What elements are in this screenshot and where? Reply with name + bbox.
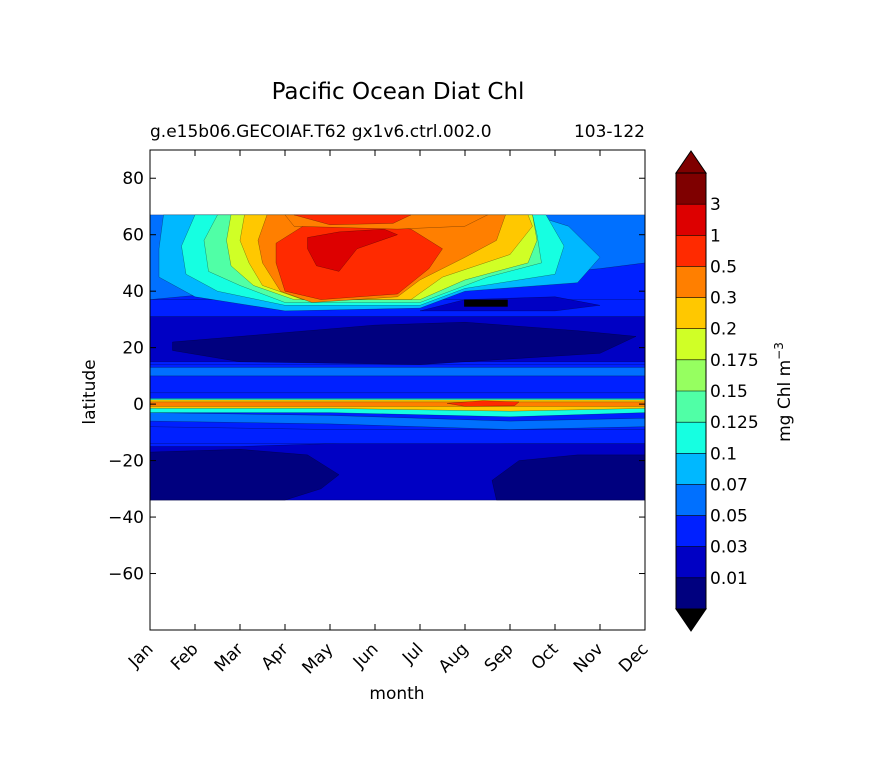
x-tick-label: Jan (124, 639, 157, 672)
contour-south-gyre-east (491, 454, 645, 501)
colorbar-tick-label: 1 (710, 226, 721, 246)
colorbar-tick-label: 3 (710, 195, 721, 215)
colorbar-tick-label: 0.15 (710, 382, 748, 402)
x-tick-label: Mar (211, 639, 248, 676)
colorbar-tick-label: 0.125 (710, 413, 759, 433)
y-tick-label: 80 (122, 169, 144, 189)
colorbar-bin (676, 422, 706, 454)
colorbar-tick-label: 0.1 (710, 444, 737, 464)
contour-south-edge (150, 412, 645, 430)
y-tick-label: 40 (122, 282, 144, 302)
y-axis-label: latitude (80, 359, 100, 424)
contour-north-peak (307, 228, 399, 272)
contour-north-trop-belt (150, 367, 645, 377)
colorbar: 0.01 0.03 0.05 0.07 0.1 0.125 0.15 0.175 0.2 0.3 0… (675, 150, 759, 632)
colorbar-bin (676, 484, 706, 516)
colorbar-bin (676, 204, 706, 236)
colorbar-bin (676, 173, 706, 205)
colorbar-extend-top (675, 150, 707, 174)
colorbar-tick-label: 0.175 (710, 351, 759, 371)
y-tick-label: 20 (122, 339, 144, 359)
x-tick-label: Apr (258, 639, 293, 674)
plot-frame (149, 149, 646, 631)
missing-data-patch (464, 299, 508, 307)
contour-south-mid (150, 426, 645, 444)
colorbar-tick-label: 0.05 (710, 507, 748, 527)
colorbar-bin (676, 359, 706, 391)
contour-eq-core (150, 401, 645, 407)
x-tick-label: Feb (167, 639, 202, 674)
x-tick-label: Aug (435, 639, 473, 677)
colorbar-bin (676, 235, 706, 267)
chart-subtitle-left: g.e15b06.GECOIAF.T62 gx1v6.ctrl.002.0 (150, 122, 492, 142)
y-tick-label: 60 (122, 226, 144, 246)
y-tick-label: −20 (108, 452, 144, 472)
x-tick-label: Dec (615, 639, 652, 676)
contour-south-gyre-west (150, 449, 340, 501)
x-tick-label: Jun (349, 639, 383, 673)
colorbar-bin (676, 577, 706, 609)
chart-subtitle-right: 103-122 (574, 122, 645, 142)
x-tick-label: Nov (570, 639, 608, 677)
colorbar-tick-label: 0.01 (710, 569, 748, 589)
contour-north-gyre (172, 321, 637, 365)
y-tick-label: −40 (108, 508, 144, 528)
y-tick-label: 0 (133, 395, 144, 415)
colorbar-bin (676, 453, 706, 485)
colorbar-bin (676, 266, 706, 298)
colorbar-tick-label: 0.5 (710, 257, 737, 277)
x-axis-label: month (369, 684, 424, 704)
contour-eq-peak (446, 400, 520, 407)
colorbar-bin (676, 297, 706, 329)
y-axis: 80 60 40 20 0 −20 −40 −60 (108, 169, 645, 585)
colorbar-bin (676, 391, 706, 423)
x-tick-label: Oct (528, 639, 563, 674)
contour-north-cap-red (293, 214, 412, 226)
colorbar-tick-label: 0.3 (710, 289, 737, 309)
colorbar-tick-label: 0.03 (710, 538, 748, 558)
colorbar-tick-label: 0.2 (710, 320, 737, 340)
x-tick-label: Jul (398, 639, 427, 668)
heatmap-field (150, 214, 645, 501)
colorbar-bin (676, 328, 706, 360)
colorbar-bin (676, 515, 706, 547)
colorbar-bin (676, 546, 706, 578)
colorbar-tick-label: 0.07 (710, 475, 748, 495)
x-tick-label: May (299, 639, 338, 678)
colorbar-label: mg Chl m−3 (772, 342, 795, 442)
chart-title: Pacific Ocean Diat Chl (272, 79, 525, 105)
x-tick-label: Sep (481, 639, 518, 676)
colorbar-extend-bottom (675, 608, 707, 632)
y-tick-label: −60 (108, 565, 144, 585)
